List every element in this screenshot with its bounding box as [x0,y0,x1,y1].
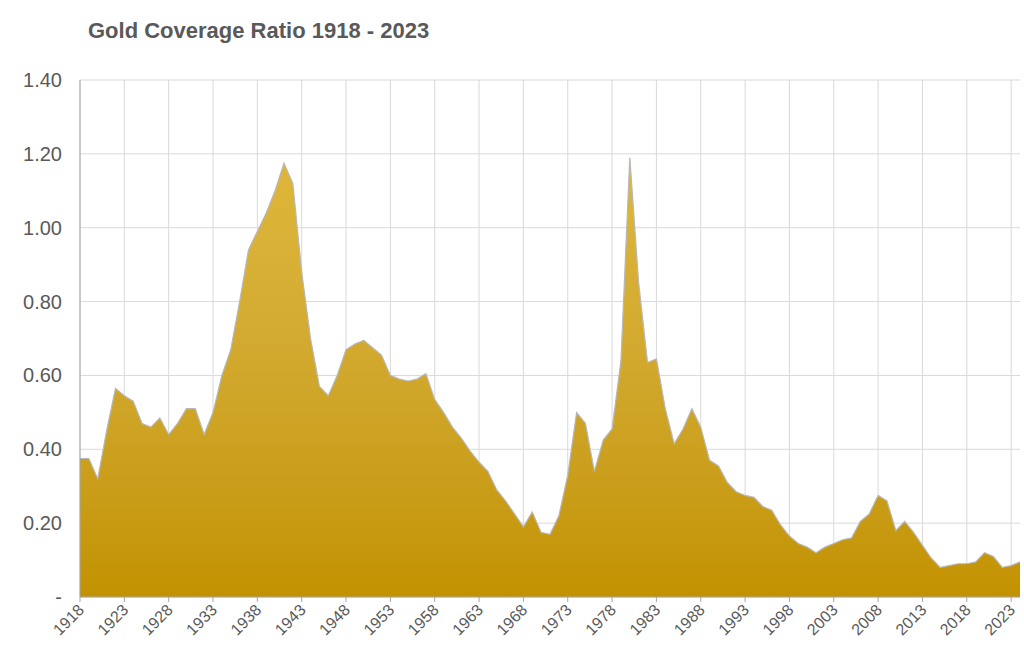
x-tick [966,597,967,602]
x-tick [878,597,879,602]
x-tick-label: 1928 [139,601,176,638]
y-tick-label: 0.40 [23,438,62,460]
x-grid-line [1011,80,1012,597]
x-tick [434,597,435,602]
x-tick [523,597,524,602]
x-tick-label: 2023 [981,601,1018,638]
area [80,158,1020,597]
x-tick [833,597,834,602]
x-tick-label: 1978 [582,601,619,638]
x-tick-label: 1973 [538,601,575,638]
y-tick-label: 0.20 [23,512,62,534]
y-tick-label: - [55,586,62,608]
x-grid-line [833,80,834,597]
x-tick-label: 2008 [848,601,885,638]
y-grid-line [80,227,1020,228]
x-tick-label: 1938 [227,601,264,638]
y-grid-line [80,301,1020,302]
y-tick-label: 0.80 [23,291,62,313]
x-tick [745,597,746,602]
x-tick-label: 1963 [449,601,486,638]
x-tick [479,597,480,602]
x-tick [168,597,169,602]
x-tick-label: 2018 [937,601,974,638]
y-axis [80,80,81,597]
x-tick [346,597,347,602]
x-tick-label: 1968 [493,601,530,638]
x-tick [301,597,302,602]
x-tick-label: 1918 [50,601,87,638]
x-grid-line [789,80,790,597]
x-tick-label: 1943 [272,601,309,638]
x-grid-line [966,80,967,597]
x-grid-line [523,80,524,597]
x-tick-label: 1998 [759,601,796,638]
x-tick-label: 1933 [183,601,220,638]
x-tick-label: 1983 [626,601,663,638]
x-tick-label: 1993 [715,601,752,638]
title: Gold Coverage Ratio 1918 - 2023 [88,18,429,43]
x-tick-label: 2013 [892,601,929,638]
y-tick-label: 1.00 [23,217,62,239]
x-tick [567,597,568,602]
x-tick [612,597,613,602]
area-fill-base [80,158,1020,597]
y-grid-line [80,153,1020,154]
x-tick [80,597,81,602]
x-tick [124,597,125,602]
x-axis [80,597,1020,598]
x-tick-label: 1953 [360,601,397,638]
x-tick [257,597,258,602]
x-tick [1011,597,1012,602]
y-tick-label: 0.60 [23,364,62,386]
x-tick-label: 2003 [804,601,841,638]
y-tick-label: 1.20 [23,143,62,165]
x-tick-label: 1948 [316,601,353,638]
chart: Gold Coverage Ratio 1918 - 2023 - 0.20 0.40… [0,0,1024,671]
x-tick-label: 1958 [405,601,442,638]
x-tick [700,597,701,602]
x-tick-label: 1923 [94,601,131,638]
x-tick [922,597,923,602]
y-grid-line [80,80,1020,81]
x-tick [656,597,657,602]
x-grid-line [80,80,81,597]
x-tick [789,597,790,602]
y-grid-line [80,375,1020,376]
x-grid-line [922,80,923,597]
area-outline [80,158,1020,568]
y-grid-line [80,597,1020,598]
x-tick [390,597,391,602]
y-tick-label: 1.40 [23,69,62,91]
plot-area [80,158,1020,597]
x-tick [213,597,214,602]
x-tick-label: 1988 [671,601,708,638]
